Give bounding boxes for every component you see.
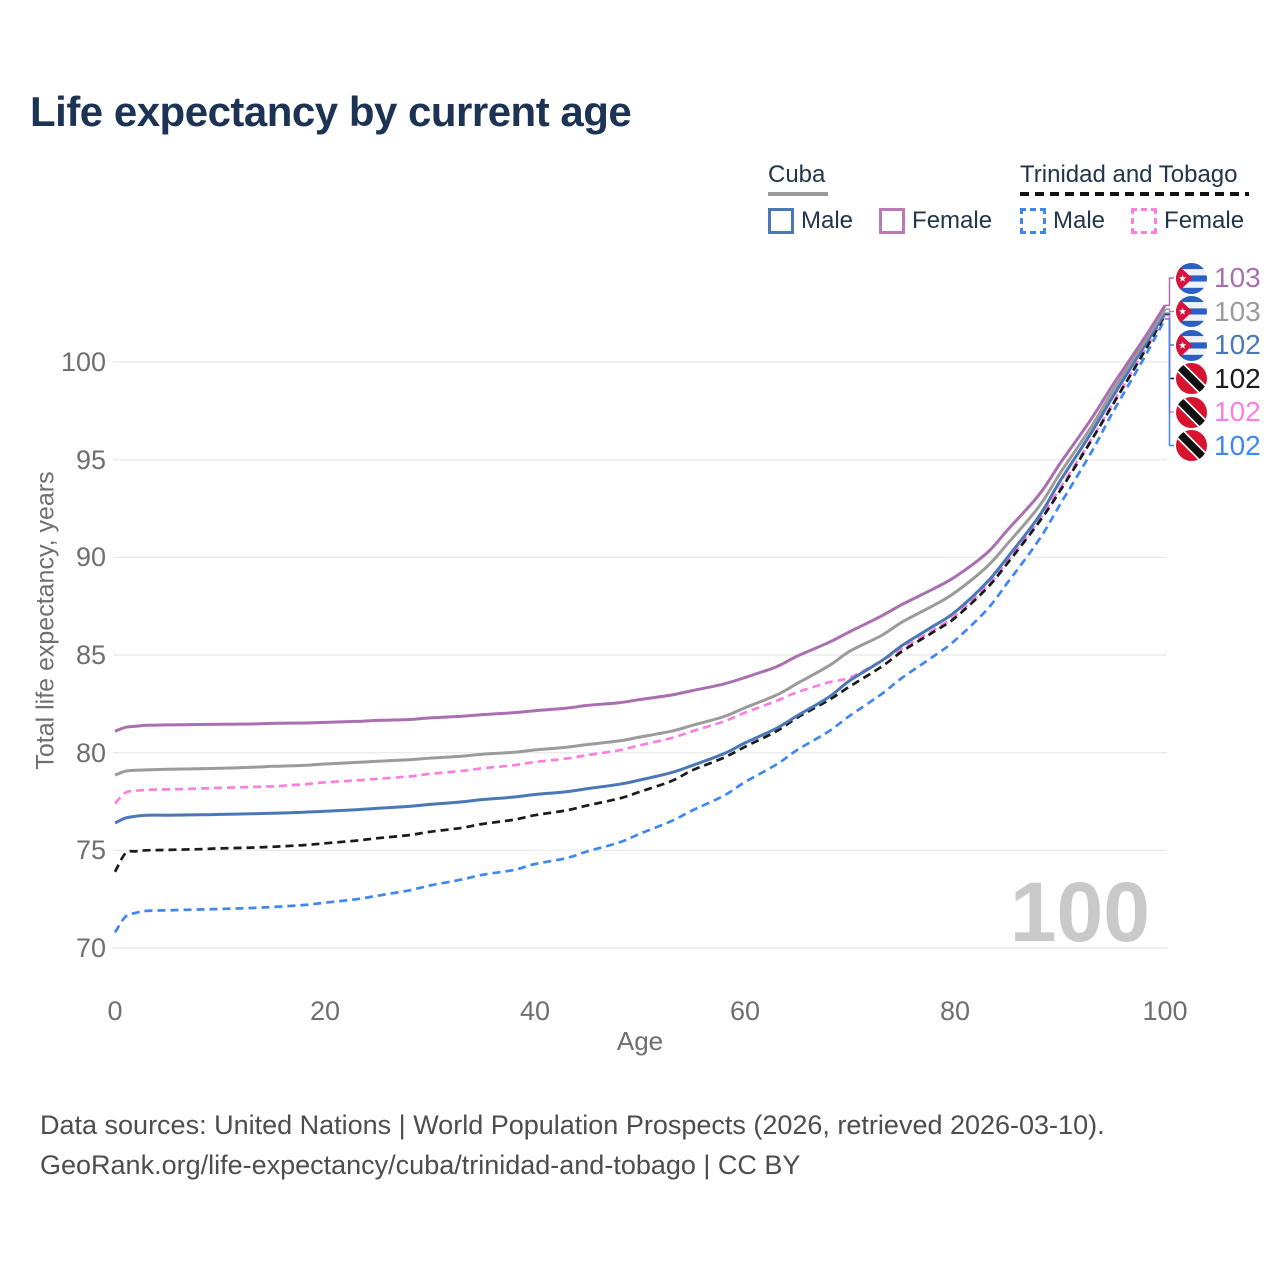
y-tick-90: 90	[75, 542, 106, 573]
end-value-cuba-total: 103	[1214, 295, 1261, 327]
leader-line-tt-male	[1165, 318, 1174, 447]
age-watermark: 100	[1009, 864, 1150, 959]
legend-item-cuba-female[interactable]: Female	[879, 207, 992, 235]
x-tick-60: 60	[729, 996, 761, 1026]
y-tick-75: 75	[75, 835, 106, 866]
end-label-cuba-male: 102	[1176, 329, 1261, 361]
cuba-flag-icon	[1176, 262, 1207, 294]
legend-tt-male-label: Male	[1053, 207, 1106, 234]
page-title: Life expectancy by current age	[30, 88, 632, 135]
leader-line-cuba-female	[1165, 277, 1174, 307]
x-tick-40: 40	[519, 996, 551, 1026]
legend-item-tt-male[interactable]: Male	[1020, 207, 1105, 235]
end-label-tt-female: 102	[1176, 396, 1261, 428]
footer-attribution: Data sources: United Nations | World Pop…	[40, 1105, 1105, 1185]
x-tick-100: 100	[1142, 996, 1188, 1026]
end-value-tt-female: 102	[1214, 396, 1261, 427]
y-tick-100: 100	[60, 347, 106, 377]
cuba-flag-icon	[1176, 329, 1207, 361]
legend-group-cuba: Cuba Male Female	[768, 162, 1018, 235]
cuba-flag-icon	[1176, 296, 1207, 327]
series-line-tt-male[interactable]	[113, 318, 1167, 934]
x-tick-80: 80	[939, 996, 971, 1026]
end-value-tt-male: 102	[1214, 429, 1261, 461]
cuba-male-swatch-icon	[768, 208, 794, 234]
end-value-cuba-male: 102	[1214, 329, 1261, 360]
legend-group-trinidad-and-tobago: Trinidad and Tobago Male Female	[1020, 162, 1270, 235]
x-axis-title: Age	[616, 1026, 664, 1056]
legend-cuba-female-label: Female	[912, 207, 993, 234]
footer-source-url: GeoRank.org/life-expectancy/cuba/trinida…	[40, 1150, 801, 1180]
legend-cuba-title: Cuba	[768, 161, 826, 188]
end-value-cuba-female: 103	[1214, 262, 1261, 293]
y-tick-85: 85	[75, 640, 106, 670]
y-tick-70: 70	[75, 933, 106, 963]
legend-cuba-line-swatch	[768, 192, 828, 196]
legend-cuba-male-label: Male	[801, 207, 854, 234]
trinidad-and-tobago-flag-icon	[1176, 430, 1207, 461]
end-label-cuba-female: 103	[1176, 262, 1261, 294]
leader-line-cuba-total	[1165, 308, 1174, 313]
end-label-cuba-total: 103	[1176, 296, 1261, 328]
legend-tt-line-swatch	[1020, 192, 1249, 196]
trinidad-and-tobago-flag-icon	[1176, 396, 1207, 428]
cuba-female-swatch-icon	[879, 208, 906, 234]
series-line-cuba-male[interactable]	[114, 312, 1167, 825]
trinidad-and-tobago-flag-icon	[1176, 363, 1207, 394]
x-tick-0: 0	[107, 996, 123, 1026]
legend-tt-title: Trinidad and Tobago	[1020, 161, 1238, 188]
legend-tt-female-label: Female	[1164, 207, 1245, 234]
series-line-tt-female[interactable]	[114, 314, 1167, 805]
end-value-tt-total: 102	[1214, 362, 1261, 394]
legend-item-tt-female[interactable]: Female	[1131, 207, 1244, 235]
end-label-tt-total: 102	[1176, 363, 1261, 395]
series-line-cuba-female[interactable]	[114, 304, 1167, 733]
legend-item-cuba-male[interactable]: Male	[768, 207, 853, 235]
y-tick-80: 80	[75, 737, 106, 768]
y-tick-95: 95	[75, 444, 106, 475]
tt-male-swatch-icon	[1020, 208, 1046, 234]
y-axis-title: Total life expectancy, years	[31, 471, 60, 770]
end-label-tt-male: 102	[1176, 430, 1261, 462]
series-line-cuba-total[interactable]	[114, 308, 1167, 777]
series-line-tt-total[interactable]	[113, 314, 1167, 873]
footer-data-sources: Data sources: United Nations | World Pop…	[40, 1110, 1105, 1140]
tt-female-swatch-icon	[1131, 208, 1158, 234]
x-tick-20: 20	[309, 996, 341, 1026]
